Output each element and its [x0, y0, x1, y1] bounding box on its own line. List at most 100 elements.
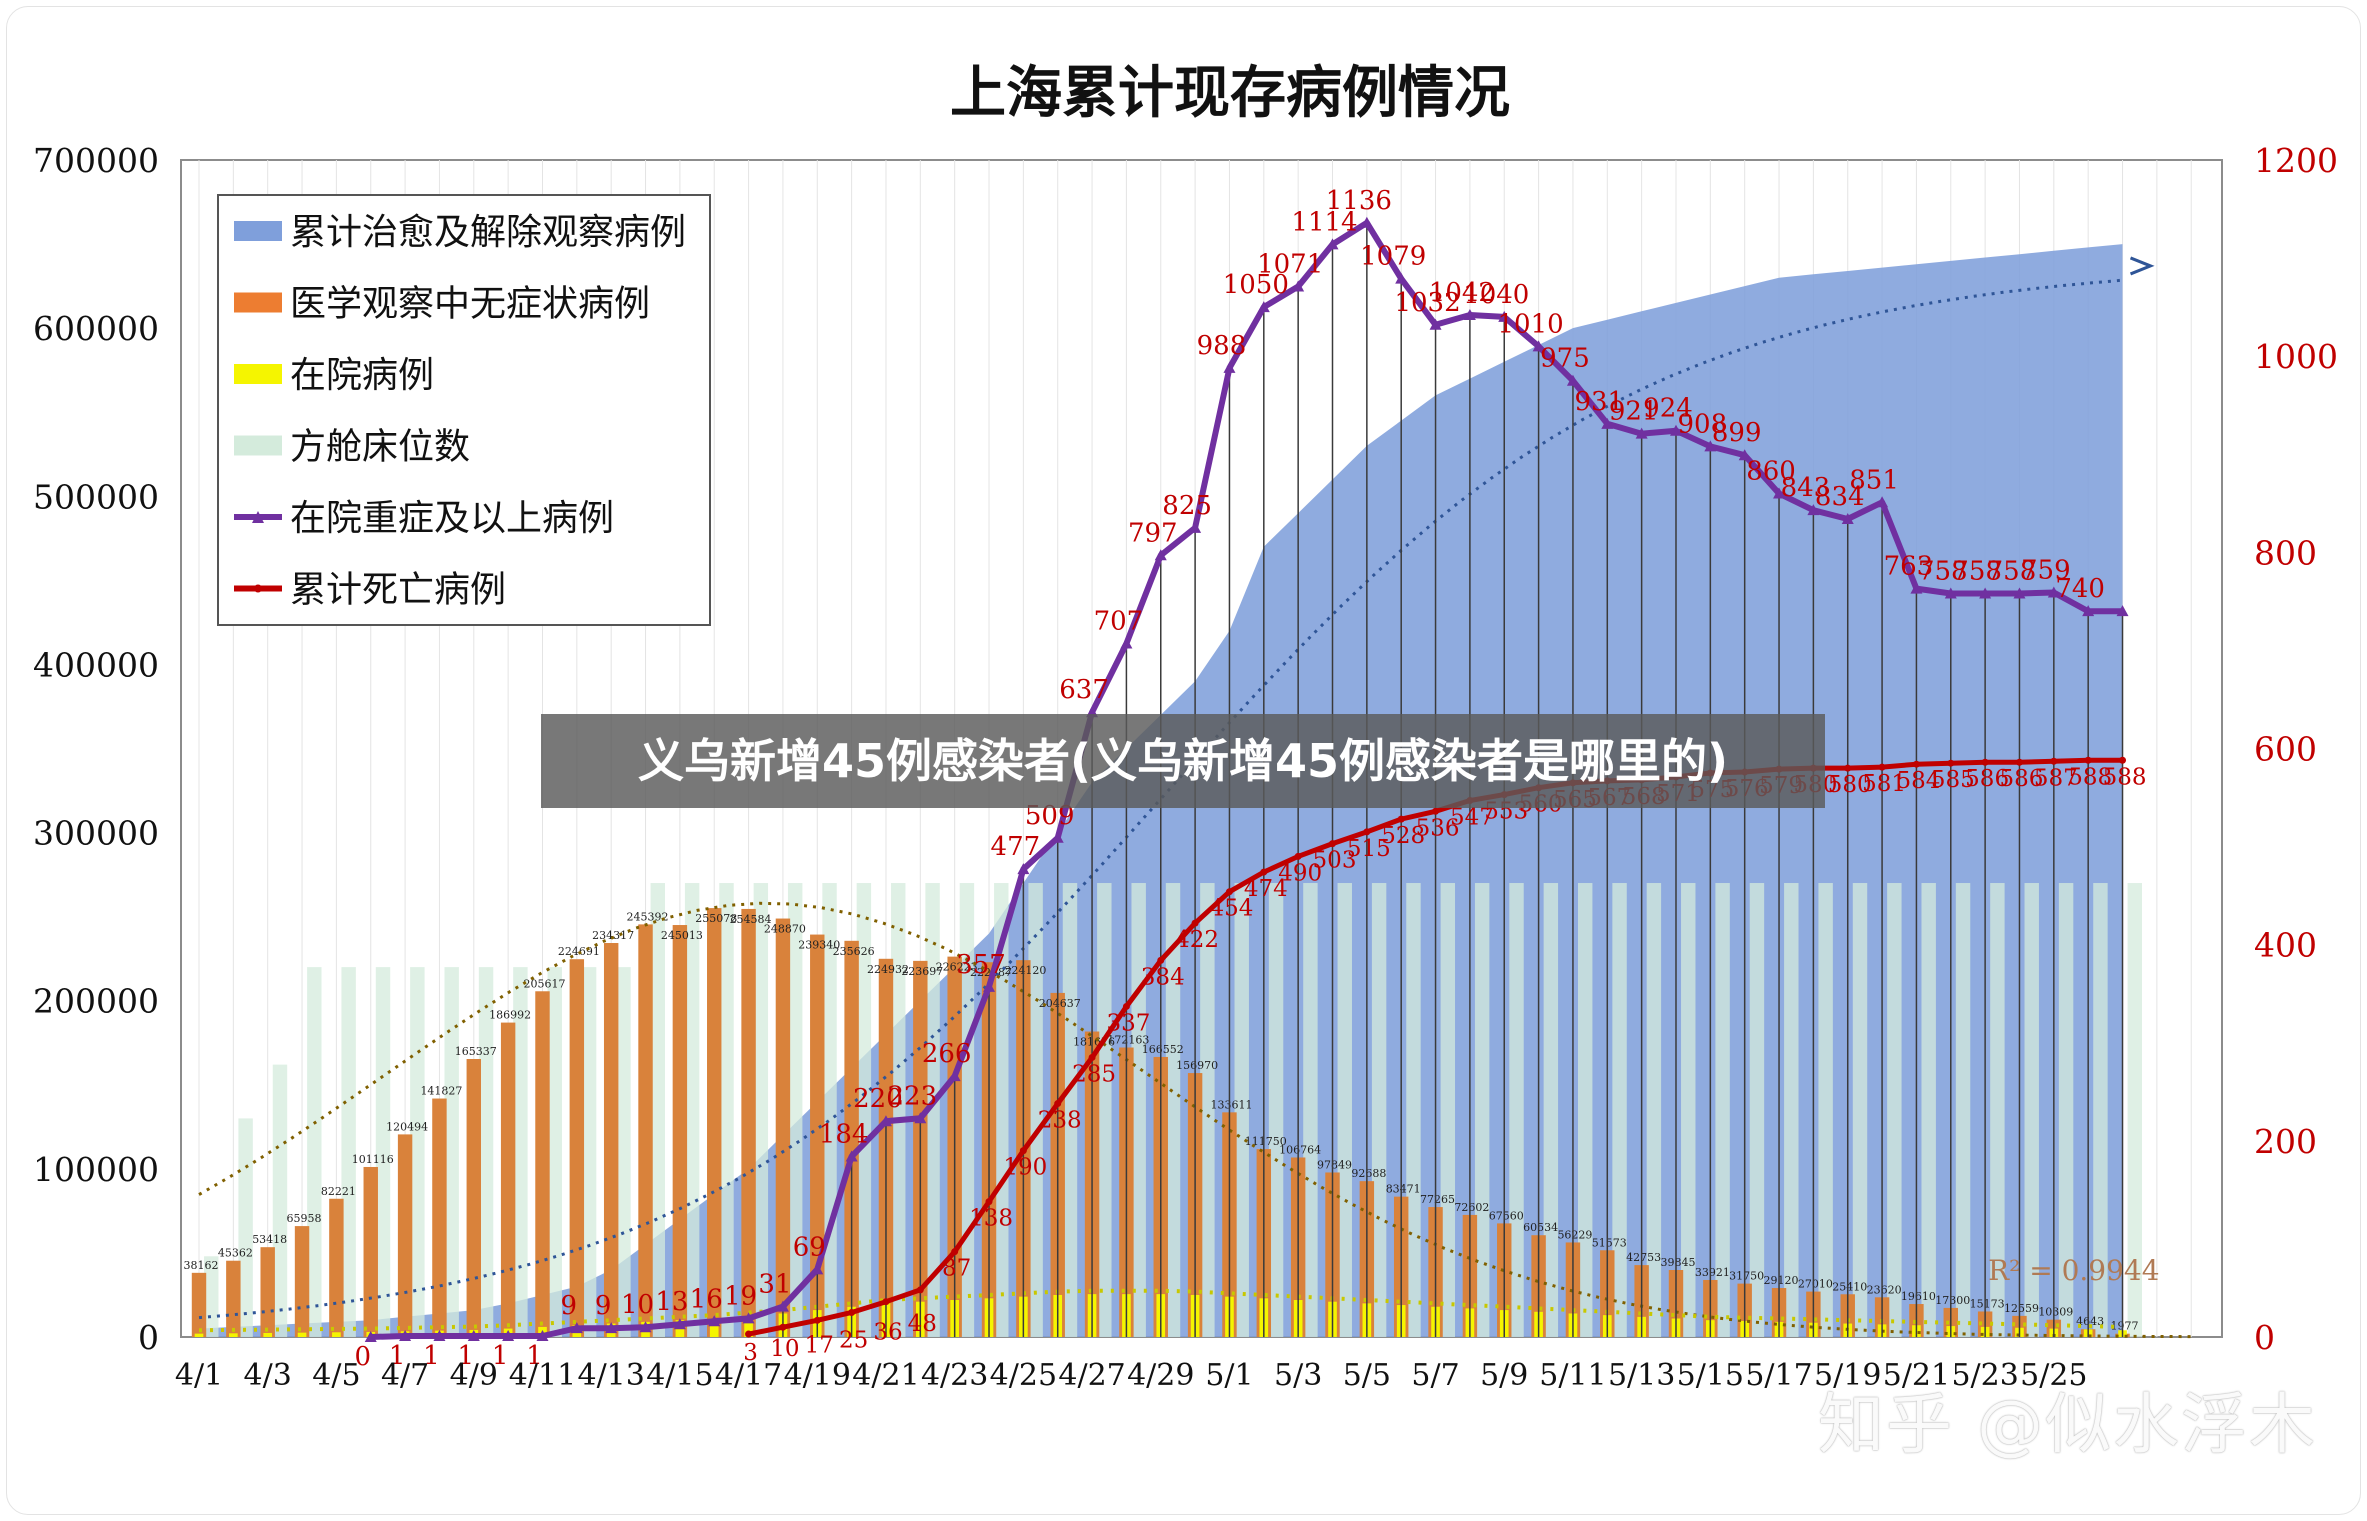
cabin-bar [1749, 883, 1765, 1337]
asym-label: 245013 [661, 929, 703, 942]
x-tick-label: 4/5 [312, 1358, 360, 1393]
asym-bar [569, 959, 585, 1337]
asym-label: 133611 [1210, 1098, 1252, 1111]
death-point [2084, 756, 2092, 764]
x-tick-label: 5/23 [1951, 1358, 2018, 1393]
death-label: 17 [805, 1332, 834, 1358]
cabin-bar [478, 967, 494, 1337]
severe-point [570, 1322, 583, 1334]
asym-bar [638, 924, 653, 1337]
death-label: 547 [1450, 804, 1494, 830]
severe-point [1566, 374, 1579, 386]
cabin-bar [959, 883, 975, 1337]
death-label: 337 [1106, 1010, 1150, 1036]
severe-label: 1 [492, 1341, 509, 1371]
y-left-tick-label: 400000 [33, 645, 159, 684]
cabin-bar [684, 883, 700, 1337]
death-point [1054, 1100, 1062, 1108]
cabin-bar [1097, 883, 1112, 1337]
severe-point [2013, 587, 2026, 599]
death-label: 536 [1416, 815, 1460, 841]
cabin-bar [1955, 883, 1971, 1337]
cabin-bar [307, 967, 322, 1337]
death-point [1191, 919, 1199, 927]
death-point [985, 1198, 993, 1206]
hosp-bar [332, 1332, 341, 1337]
severe-label: 477 [991, 832, 1041, 862]
y-right-tick-label: 200 [2254, 1122, 2317, 1161]
asym-label: 97849 [1317, 1158, 1352, 1171]
cabin-bar [1577, 883, 1593, 1337]
x-tick-label: 5/11 [1539, 1358, 1606, 1393]
severe-label: 1042 [1429, 278, 1495, 308]
death-point [1912, 760, 1920, 768]
cabin-bar [547, 967, 562, 1337]
severe-point [845, 1150, 858, 1162]
severe-point [433, 1330, 446, 1342]
severe-point [1154, 549, 1167, 561]
severe-label: 357 [956, 950, 1006, 980]
severe-label: 921 [1609, 397, 1659, 427]
x-tick-label: 4/19 [784, 1358, 851, 1393]
severe-point [364, 1331, 377, 1342]
legend-box [217, 194, 711, 626]
x-tick-label: 4/9 [450, 1358, 498, 1393]
asym-label: 235626 [833, 945, 875, 958]
severe-point [673, 1318, 686, 1330]
severe-point [1910, 582, 1923, 594]
cabin-bar [2024, 883, 2039, 1337]
severe-label: 10 [621, 1290, 654, 1320]
asym-label: 23620 [1867, 1283, 1902, 1296]
legend-swatch [234, 292, 282, 313]
cabin-bar [1440, 883, 1456, 1337]
x-tick-label: 5/5 [1343, 1358, 1391, 1393]
death-label: 454 [1210, 896, 1254, 922]
cabin-bar [513, 967, 528, 1337]
cabin-bar [1784, 883, 1799, 1337]
asym-bar [810, 934, 825, 1337]
asym-label: 245392 [627, 910, 669, 923]
death-label: 586 [2000, 766, 2044, 792]
death-point [951, 1248, 959, 1256]
x-tick-label: 4/3 [244, 1358, 292, 1393]
severe-label: 1136 [1326, 186, 1392, 216]
severe-label: 9 [561, 1291, 578, 1321]
cabin-bar [1200, 883, 1215, 1337]
death-label: 36 [873, 1320, 902, 1346]
severe-label: 931 [1574, 387, 1624, 417]
asym-label: 120494 [386, 1120, 428, 1133]
asym-bar [741, 908, 756, 1337]
asym-label: 83471 [1386, 1183, 1421, 1196]
asym-bar [535, 991, 550, 1337]
severe-point [605, 1322, 618, 1334]
death-label: 581 [1862, 771, 1906, 797]
death-label: 528 [1381, 823, 1425, 849]
asym-bar [329, 1198, 344, 1337]
cabin-bar [719, 883, 734, 1337]
cabin-bar [616, 967, 631, 1337]
severe-label: 1 [526, 1341, 543, 1371]
death-label: 3 [743, 1340, 758, 1366]
cabin-bar [1303, 883, 1318, 1337]
asym-label: 65958 [287, 1212, 322, 1225]
cabin-bar [1337, 883, 1352, 1337]
severe-label: 637 [1059, 675, 1109, 705]
y-right-tick-label: 1000 [2254, 337, 2338, 376]
death-point [1088, 1053, 1096, 1061]
asym-label: 165337 [455, 1045, 497, 1058]
cabin-bar [1887, 883, 1902, 1337]
death-point [848, 1308, 856, 1316]
severe-label: 31 [758, 1270, 791, 1300]
severe-label: 834 [1815, 482, 1865, 512]
cabin-bar [1268, 883, 1284, 1337]
death-point [813, 1316, 821, 1324]
severe-label: 16 [690, 1284, 723, 1314]
asym-label: 224120 [1004, 964, 1046, 977]
asym-bar [672, 925, 688, 1337]
y-left-tick-label: 200000 [33, 982, 159, 1021]
cabin-bar [581, 967, 597, 1337]
x-tick-label: 5/17 [1745, 1358, 1812, 1393]
x-tick-label: 4/11 [509, 1358, 576, 1393]
death-label: 586 [1965, 766, 2009, 792]
death-point [1432, 807, 1440, 815]
